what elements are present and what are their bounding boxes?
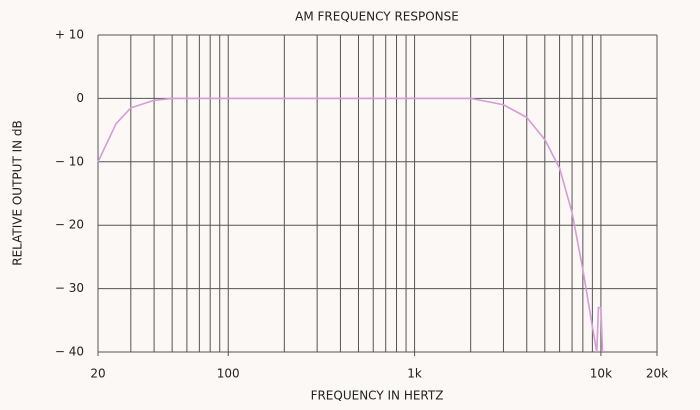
y-tick-label: 0 — [76, 91, 84, 105]
x-tick-label: 100 — [217, 367, 240, 381]
y-tick-label: + 10 — [55, 28, 84, 42]
y-tick-label: − 30 — [55, 281, 84, 295]
y-tick-label: − 40 — [55, 345, 84, 359]
response-line — [97, 97, 604, 353]
x-tick-label: 20k — [646, 367, 668, 381]
x-tick-label: 20 — [90, 367, 105, 381]
chart-title: AM FREQUENCY RESPONSE — [295, 10, 459, 24]
y-axis-label: RELATIVE OUTPUT IN dB — [11, 120, 25, 266]
x-axis-label: FREQUENCY IN HERTZ — [311, 389, 444, 403]
y-tick-label: − 20 — [55, 218, 84, 232]
y-tick-label: − 10 — [55, 154, 84, 168]
x-tick-label: 1k — [407, 367, 422, 381]
x-tick-label: 10k — [590, 367, 612, 381]
